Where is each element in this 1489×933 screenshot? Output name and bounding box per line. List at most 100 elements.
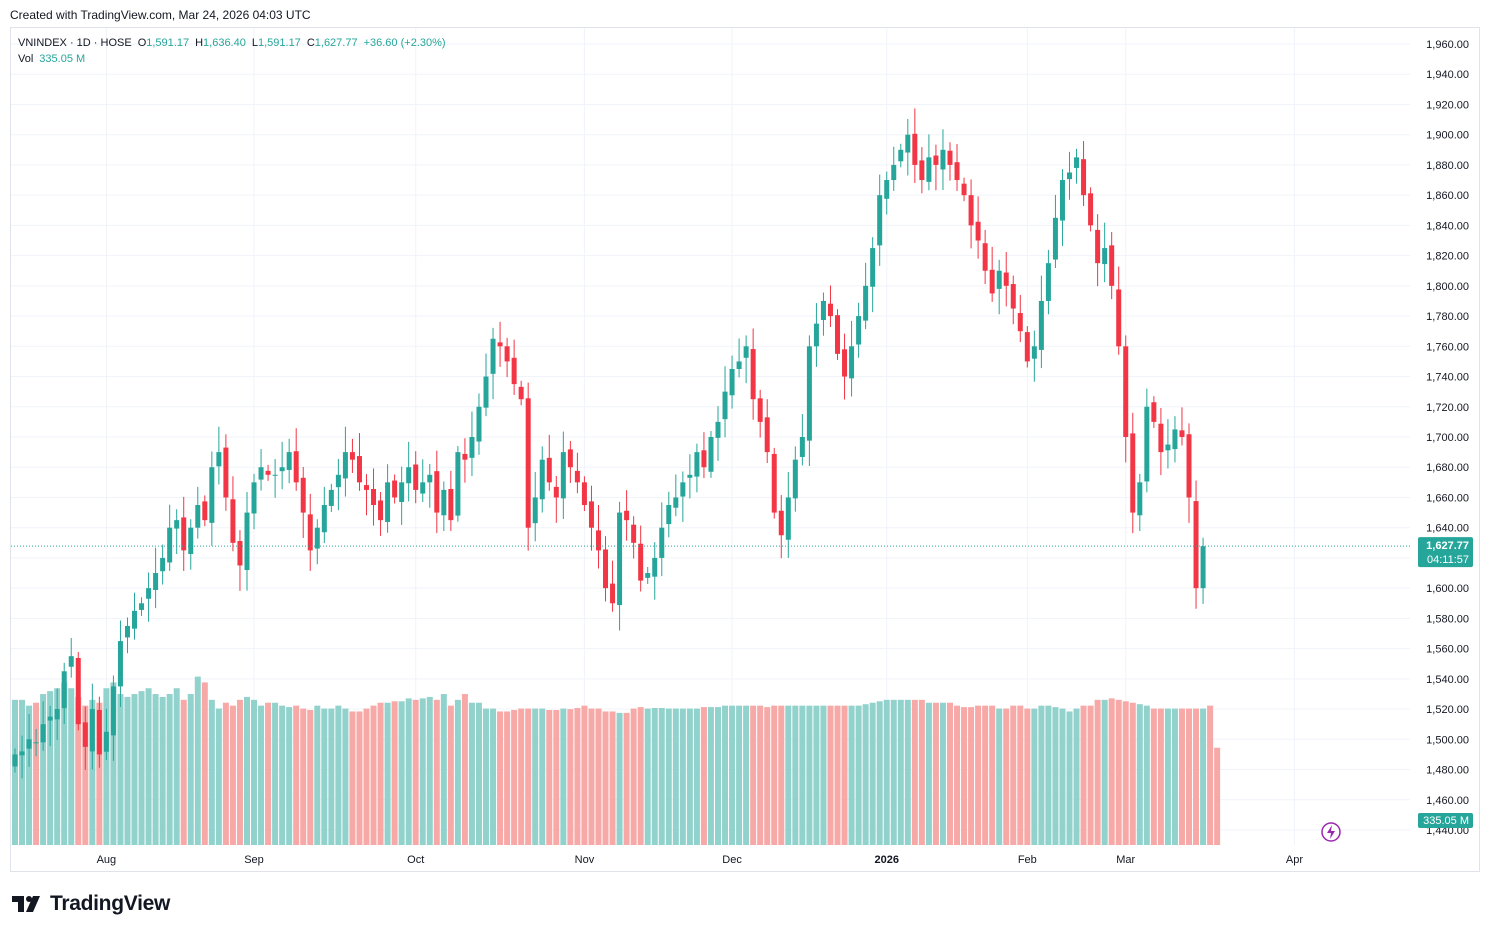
- candle-body: [729, 368, 735, 396]
- volume-bar: [426, 696, 433, 845]
- volume-bar: [1122, 701, 1129, 845]
- candle-body: [603, 549, 609, 589]
- volume-bar: [1214, 747, 1221, 845]
- volume-bar: [658, 707, 665, 845]
- candles: [12, 108, 1206, 779]
- volume-bar: [975, 705, 982, 845]
- candle-body: [624, 510, 630, 521]
- legend-close-value: 1,627.77: [314, 37, 358, 49]
- volume-bar: [82, 705, 89, 845]
- legend-vol-label: Vol: [18, 53, 34, 65]
- candle-body: [820, 300, 826, 321]
- candle-body: [364, 485, 369, 490]
- candle-body: [279, 467, 285, 472]
- volume-bar: [574, 707, 581, 845]
- candle-body: [216, 452, 222, 467]
- last-price-value: 1,627.77: [1426, 540, 1469, 552]
- candle-body: [1144, 406, 1150, 482]
- candle-body: [595, 530, 601, 551]
- volume-bar: [40, 694, 47, 845]
- candle-body: [153, 573, 159, 590]
- x-tick-label: Apr: [1286, 854, 1303, 866]
- volume-bar: [771, 705, 778, 845]
- x-tick-label: Oct: [407, 854, 424, 866]
- candle-body: [617, 512, 623, 606]
- candle-body: [434, 471, 440, 513]
- candle-body: [1088, 193, 1094, 226]
- tradingview-logo[interactable]: TradingView: [12, 892, 170, 916]
- volume-bar: [897, 699, 904, 845]
- candle-body: [898, 149, 904, 162]
- volume-bar: [841, 705, 848, 845]
- candle-body: [89, 709, 95, 752]
- volume-bar: [757, 705, 764, 845]
- candle-body: [982, 243, 988, 271]
- x-tick-label: Sep: [244, 854, 264, 866]
- candle-body: [560, 452, 566, 499]
- volume-bar: [1164, 708, 1171, 845]
- volume-bar: [954, 705, 961, 845]
- candle-body: [975, 221, 981, 241]
- candle-body: [715, 421, 721, 438]
- volume-bar: [1038, 705, 1045, 845]
- volume-bar: [47, 691, 54, 845]
- candle-body: [610, 583, 616, 604]
- candle-body: [1165, 444, 1171, 451]
- y-tick-label: 1,920.00: [1426, 99, 1469, 111]
- candle-body: [1067, 172, 1072, 180]
- volume-bar: [792, 705, 799, 845]
- volume-bar: [700, 707, 707, 845]
- candle-body: [1137, 482, 1143, 516]
- volume-bar: [715, 707, 721, 845]
- y-tick-label: 1,720.00: [1426, 402, 1469, 414]
- lightning-icon[interactable]: [1321, 822, 1341, 842]
- volume-bar: [644, 708, 651, 845]
- volume-bar: [1017, 705, 1024, 845]
- volume-bar: [989, 705, 996, 845]
- volume-bar: [1087, 705, 1094, 845]
- candle-body: [835, 315, 841, 354]
- candle-body: [132, 610, 138, 629]
- y-tick-label: 1,700.00: [1426, 432, 1469, 444]
- volume-bar: [532, 708, 539, 845]
- x-tick-label: Aug: [97, 854, 117, 866]
- candle-body: [532, 497, 538, 524]
- candle-body: [26, 739, 32, 749]
- volume-bar: [1101, 699, 1108, 845]
- volume-bar: [61, 682, 68, 845]
- y-tick-label: 1,520.00: [1426, 704, 1469, 716]
- volume-bar: [1010, 705, 1017, 845]
- candle-body: [694, 452, 700, 477]
- volume-bar: [384, 702, 391, 845]
- volume-bar: [1207, 705, 1214, 845]
- volume-bar: [939, 702, 946, 845]
- candle-body: [806, 346, 812, 441]
- chart-frame[interactable]: [10, 27, 1480, 872]
- volume-bar: [651, 707, 658, 845]
- candle-body: [1116, 289, 1122, 347]
- candle-body: [1074, 157, 1080, 168]
- price-axis[interactable]: 1,440.001,460.001,480.001,500.001,520.00…: [1426, 39, 1469, 837]
- volume-bar: [890, 699, 897, 845]
- volume-bar: [553, 710, 560, 845]
- volume-bar: [68, 688, 75, 845]
- lightning-icon-bolt: [1327, 825, 1335, 839]
- volume-bar: [729, 705, 736, 845]
- time-axis[interactable]: Aug Sep Oct Nov Dec 2026 Feb Mar Apr: [97, 854, 1304, 866]
- candle-body: [441, 489, 447, 516]
- candle-body: [863, 285, 869, 321]
- candle-body: [588, 501, 594, 528]
- candle-body: [392, 480, 398, 498]
- candle-body: [1045, 263, 1051, 301]
- volume-bar: [736, 705, 743, 845]
- volume-bar: [363, 708, 370, 845]
- candle-body: [539, 459, 545, 500]
- volume-bar: [138, 691, 145, 845]
- volume-bar: [595, 708, 602, 845]
- y-tick-label: 1,880.00: [1426, 160, 1469, 172]
- candle-body: [1038, 300, 1044, 350]
- volume-bar: [637, 707, 644, 845]
- candle-body: [842, 349, 848, 377]
- candle-body: [300, 477, 306, 513]
